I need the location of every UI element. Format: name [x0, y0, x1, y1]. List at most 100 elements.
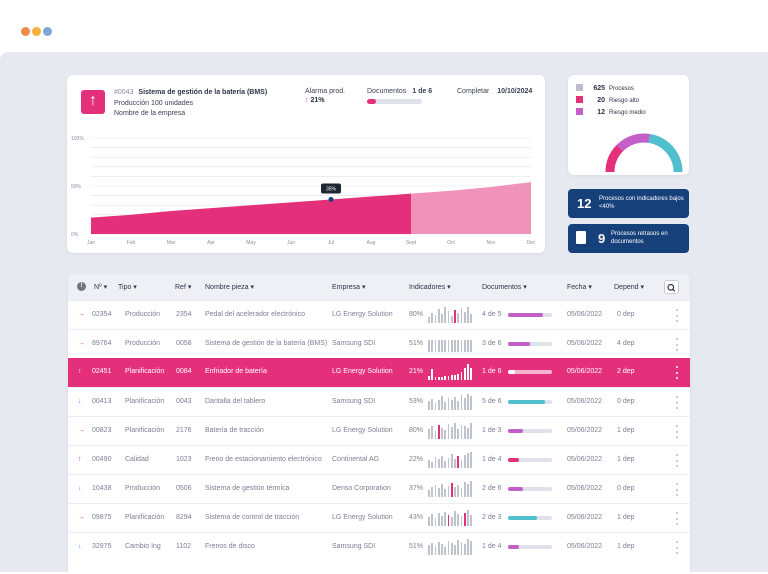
cell-ref: 1023 — [176, 456, 192, 463]
info-icon[interactable]: ! — [77, 282, 86, 291]
cell-date: 05/06/2022 — [567, 311, 603, 318]
table-row[interactable]: ↓ 10438 Producción 0506 Sistema de gestión t… — [68, 474, 690, 503]
table-row[interactable]: → 89764 Producción 0058 Sistema de gestión d… — [68, 329, 690, 358]
window-dot-orange[interactable] — [21, 27, 30, 36]
spark-bar — [463, 482, 466, 497]
spark-bar — [457, 456, 459, 468]
risk-stat-label: Procesos — [609, 86, 635, 92]
table-row[interactable]: ↑ 00490 Calidad 1023 Freno de estacionamient… — [68, 445, 690, 474]
header-documentos[interactable]: Documentos ▾ — [482, 284, 527, 291]
header-tipo[interactable]: Tipo ▾ — [118, 284, 137, 291]
alert-count: 9 — [598, 231, 606, 246]
table-row[interactable]: ↓ 32975 Cambio Ing 1102 Frenos de disco Samsu… — [68, 532, 690, 561]
alert-text: Procesos con indicadores bajos <40% — [599, 196, 684, 210]
spark-bar — [457, 540, 459, 555]
row-menu-icon[interactable] — [676, 396, 679, 409]
risk-stat-row: 625 Procesos — [576, 84, 634, 92]
spark-bar — [460, 340, 463, 352]
menu-dot — [676, 454, 678, 456]
header-depend[interactable]: Depend ▾ — [614, 284, 644, 291]
cell-number: 10438 — [92, 485, 112, 492]
row-menu-icon[interactable] — [676, 309, 679, 322]
legend-swatch — [576, 108, 583, 115]
row-menu-icon[interactable] — [676, 483, 679, 496]
indicator-sparkbars — [428, 539, 472, 555]
spark-bar — [441, 396, 443, 410]
spark-bar — [447, 340, 450, 352]
row-menu-icon[interactable] — [676, 454, 679, 467]
spark-bar — [437, 309, 440, 323]
cell-type: Planificación — [125, 368, 165, 375]
spark-bar — [463, 544, 466, 555]
cell-date: 05/06/2022 — [567, 514, 603, 521]
row-arrow-icon: → — [78, 427, 85, 434]
menu-dot — [676, 512, 678, 514]
cell-company: Samsung SDI — [332, 398, 376, 405]
alert-count: 12 — [577, 196, 592, 211]
risk-stats-card: 625 Procesos 20 Riesgo alto 12 Riesgo medio — [568, 75, 689, 175]
documents-progress-fill — [367, 99, 377, 104]
row-menu-icon[interactable] — [676, 425, 679, 438]
cell-part-name: Dantalla del tablero — [205, 398, 266, 405]
row-menu-icon[interactable] — [676, 541, 679, 554]
spark-bar — [463, 340, 466, 352]
highlight-point[interactable] — [328, 196, 334, 202]
legend-swatch — [576, 84, 583, 91]
row-menu-icon[interactable] — [676, 512, 679, 525]
header-indicadores[interactable]: Indicadores ▾ — [409, 284, 451, 291]
header-fecha[interactable]: Fecha ▾ — [567, 284, 592, 291]
header-pieza[interactable]: Nombre pieza ▾ — [205, 284, 255, 291]
spark-bar — [428, 517, 430, 526]
menu-dot — [676, 377, 678, 379]
spark-bar — [437, 459, 440, 468]
spark-bar — [437, 542, 440, 555]
menu-dot — [676, 552, 678, 554]
menu-dot — [676, 314, 678, 317]
documents-label: Documentos — [367, 88, 407, 95]
table-row[interactable]: → 09875 Planificación 8294 Sistema de contro… — [68, 503, 690, 532]
spark-bar — [457, 514, 459, 526]
table-row[interactable]: ↓ 00413 Planificación 0043 Dantalla del tabl… — [68, 387, 690, 416]
alert-text: Procesos retrasos en documentos — [611, 231, 668, 245]
cell-date: 05/06/2022 — [567, 485, 603, 492]
documents-progress — [508, 429, 552, 433]
cell-company: Samsung SDI — [332, 543, 376, 550]
documents-progress-fill — [508, 545, 519, 549]
header-empresa[interactable]: Empresa ▾ — [332, 284, 366, 291]
table-row[interactable]: → 00823 Planificación 2176 Batería de tracci… — [68, 416, 690, 445]
search-button[interactable] — [664, 280, 679, 294]
row-arrow-icon: → — [78, 340, 85, 347]
process-table: ! Nº ▾ Tipo ▾ Ref ▾ Nombre pieza ▾ Empre… — [68, 274, 690, 574]
production-label: Producción — [114, 100, 150, 107]
header-n[interactable]: Nº ▾ — [94, 284, 108, 291]
cell-dependencies: 0 dep — [617, 311, 635, 318]
header-ref[interactable]: Ref ▾ — [175, 284, 192, 291]
row-menu-icon[interactable] — [676, 338, 679, 351]
cell-ref: 0043 — [176, 398, 192, 405]
indicator-sparkbars — [428, 307, 472, 323]
spark-bar — [441, 456, 443, 468]
risk-stat-label: Riesgo medio — [609, 110, 646, 116]
row-menu-icon[interactable] — [676, 366, 679, 379]
documents-progress — [508, 458, 552, 462]
spark-bar — [437, 377, 440, 380]
spark-bar — [460, 516, 463, 526]
cell-indicator: 80% — [409, 427, 424, 434]
window-dot-yellow[interactable] — [32, 27, 41, 36]
indicator-sparkbars — [428, 423, 472, 439]
table-row-selected[interactable]: ↑ 02451 Planificación 0084 Enfriador de bate… — [68, 358, 690, 387]
table-row[interactable]: → 02354 Producción 2354 Pedal del acelerador… — [68, 300, 690, 329]
cell-dependencies: 0 dep — [617, 485, 635, 492]
spark-bar — [431, 340, 433, 352]
spark-bar — [454, 423, 456, 439]
row-arrow-icon: ↓ — [78, 485, 82, 492]
row-arrow-icon: ↓ — [78, 398, 82, 405]
documents-progress-fill — [508, 516, 538, 520]
cell-date: 05/06/2022 — [567, 340, 603, 347]
spark-bar — [434, 377, 437, 380]
cell-number: 32975 — [92, 543, 112, 550]
alert-card-low-indicators[interactable]: 12 Procesos con indicadores bajos <40% — [568, 189, 689, 218]
window-dot-blue[interactable] — [43, 27, 52, 36]
documents-progress — [508, 487, 552, 491]
alert-card-delayed-docs[interactable]: 9 Procesos retrasos en documentos — [568, 224, 689, 253]
